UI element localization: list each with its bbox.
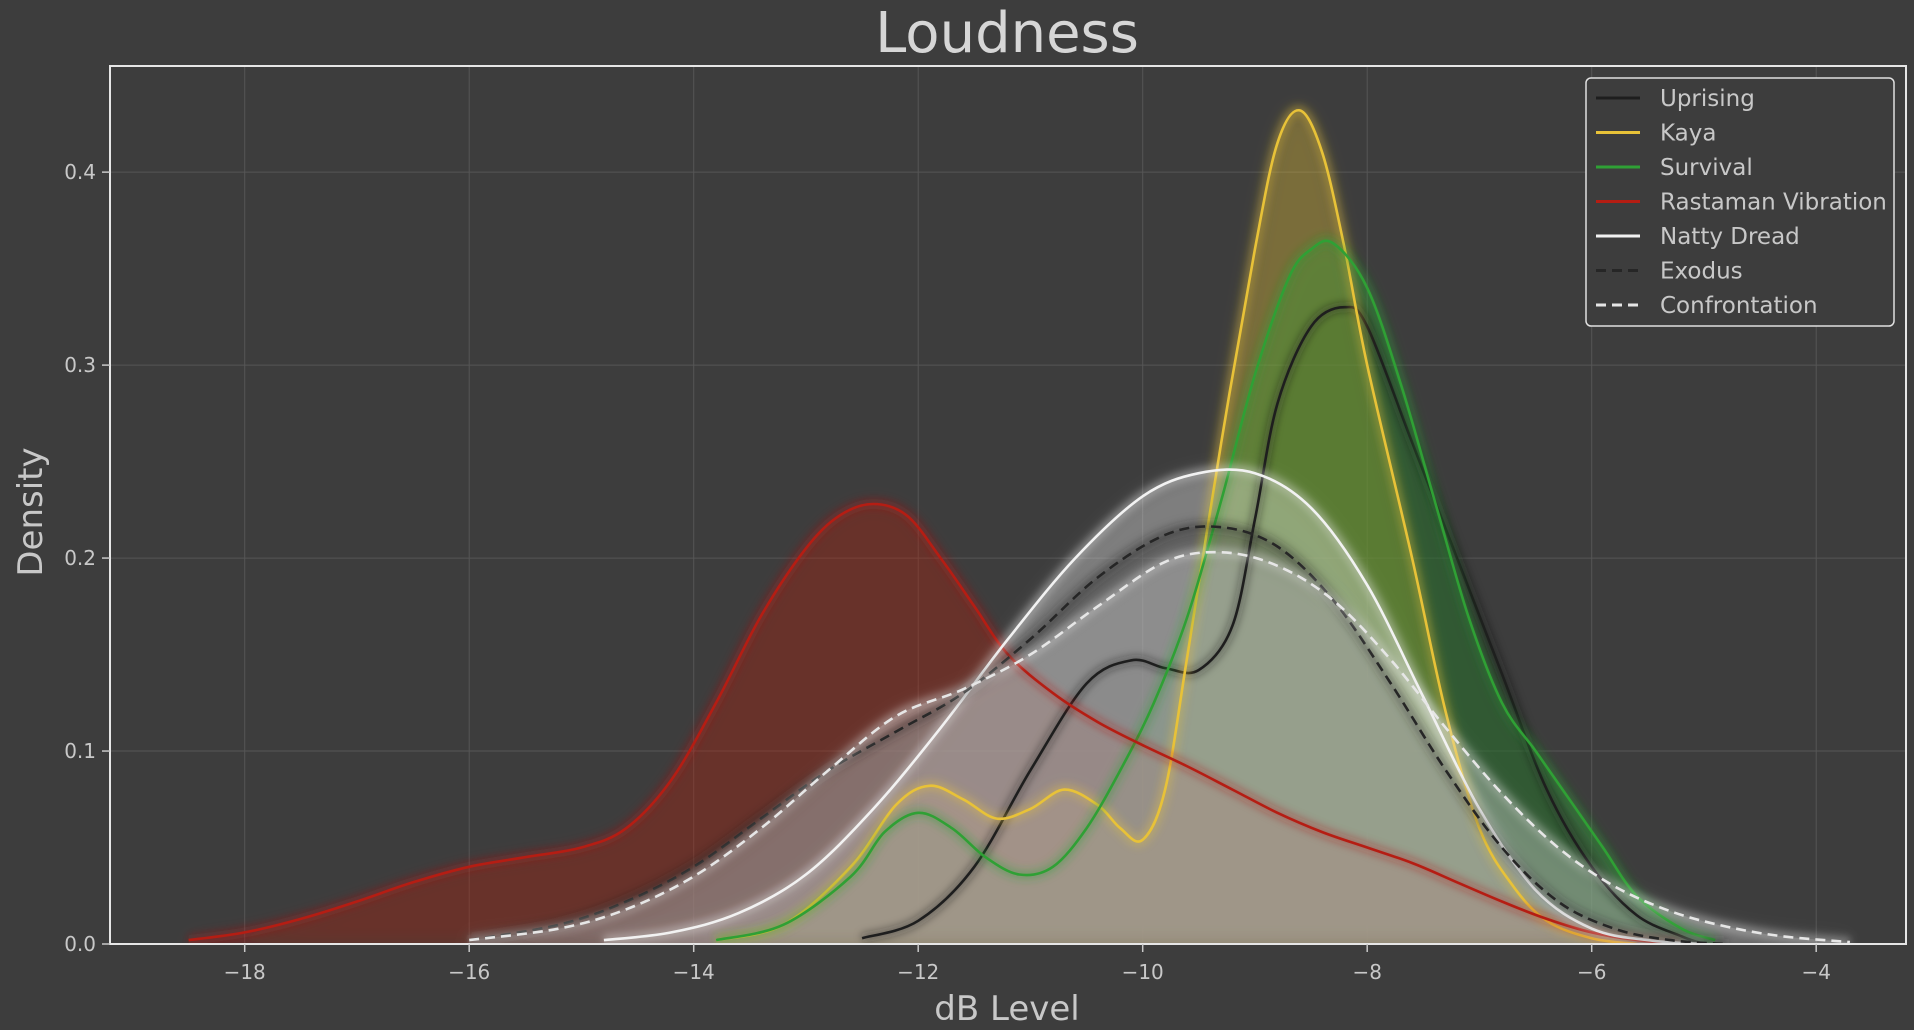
legend-label-survival: Survival: [1660, 155, 1753, 181]
y-tick-label: 0.2: [64, 546, 96, 570]
y-axis-label: Density: [11, 447, 51, 576]
x-tick-label: −8: [1352, 960, 1381, 984]
legend-label-rastaman-vibration: Rastaman Vibration: [1660, 190, 1887, 216]
series-line-survival: [715, 239, 1716, 942]
y-tick-label: 0.1: [64, 739, 96, 763]
x-tick-label: −18: [224, 960, 266, 984]
legend-label-exodus: Exodus: [1660, 259, 1743, 285]
y-ticks: 0.0 0.1 0.2 0.3 0.4: [64, 160, 110, 956]
chart-title: Loudness: [875, 1, 1139, 66]
density-lines: [187, 105, 1851, 944]
legend-label-natty-dread: Natty Dread: [1660, 224, 1800, 250]
legend-label-confrontation: Confrontation: [1660, 293, 1818, 319]
x-tick-label: −6: [1577, 960, 1606, 984]
series-line-rastaman-vibration: [188, 502, 1682, 944]
series-line-uprising: [861, 305, 1705, 944]
series-line-exodus: [468, 525, 1727, 944]
series-line-kaya: [715, 109, 1637, 944]
series-halo-confrontation: [468, 547, 1851, 944]
legend-label-uprising: Uprising: [1660, 86, 1755, 112]
legend-box: [1585, 77, 1895, 327]
x-tick-label: −12: [897, 960, 939, 984]
legend-label-kaya: Kaya: [1660, 121, 1716, 147]
y-tick-label: 0.3: [64, 353, 96, 377]
x-axis-label: dB Level: [934, 989, 1079, 1029]
legend: Uprising Kaya Survival Rastaman Vibration Na…: [1585, 77, 1895, 327]
x-tick-label: −14: [673, 960, 715, 984]
x-tick-label: −10: [1122, 960, 1164, 984]
y-tick-label: 0.4: [64, 160, 96, 184]
x-tick-label: −4: [1801, 960, 1830, 984]
x-tick-label: −16: [448, 960, 490, 984]
y-tick-label: 0.0: [64, 932, 96, 956]
x-ticks: −18 −16 −14 −12 −10 −8 −6 −4: [224, 944, 1831, 984]
plot-frame: [109, 65, 1907, 945]
